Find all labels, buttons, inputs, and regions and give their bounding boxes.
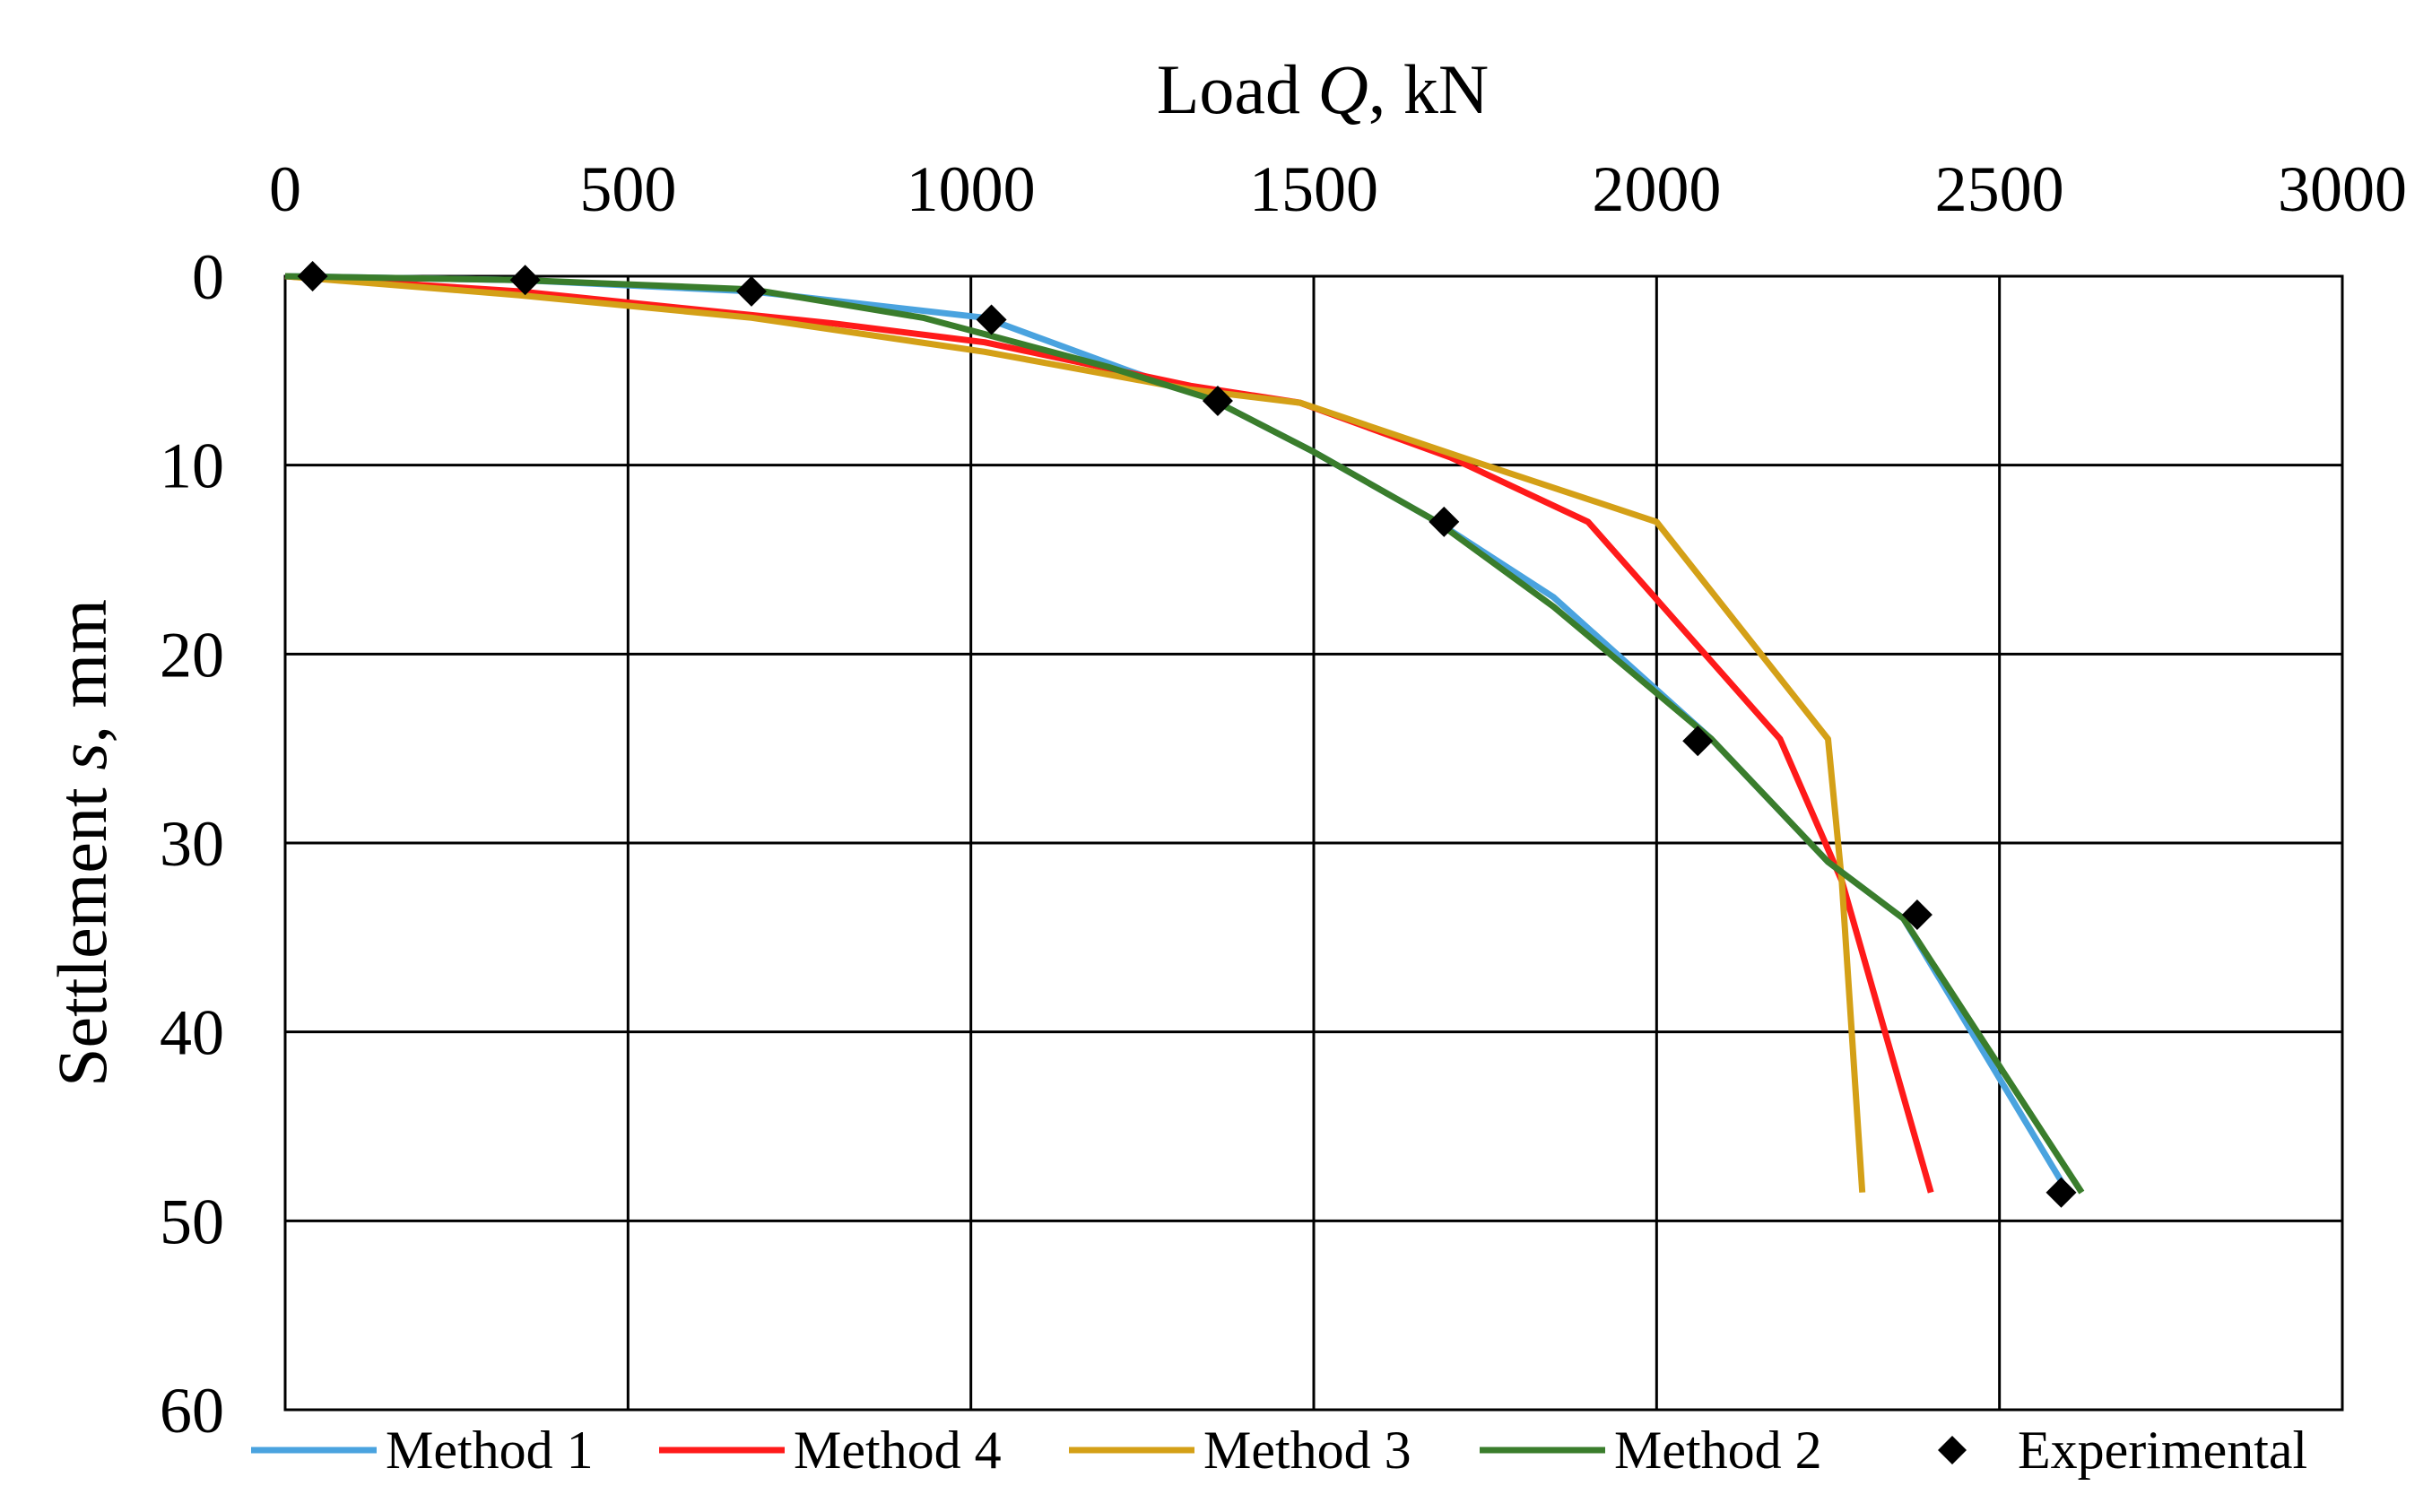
x-tick-label: 0 xyxy=(269,153,301,225)
y-tick-label: 0 xyxy=(192,241,224,313)
experimental-marker xyxy=(1682,726,1714,757)
y-tick-label: 60 xyxy=(160,1375,224,1447)
x-tick-labels: 0 500 1000 1500 2000 2500 3000 xyxy=(269,153,2407,225)
experimental-marker xyxy=(297,261,328,291)
experimental-marker xyxy=(1429,506,1460,537)
x-axis-title-prefix: Load xyxy=(1157,50,1318,128)
legend-label-method-3: Method 3 xyxy=(1203,1421,1411,1480)
y-axis-title: Settlement s, mm xyxy=(43,599,121,1087)
x-tick-label: 1000 xyxy=(907,153,1036,225)
y-axis-title-prefix: Settlement xyxy=(43,770,121,1087)
x-tick-label: 2500 xyxy=(1935,153,2064,225)
x-tick-label: 2000 xyxy=(1592,153,1721,225)
plot-border xyxy=(283,274,2344,1412)
y-tick-label: 30 xyxy=(160,808,224,880)
x-tick-label: 1500 xyxy=(1249,153,1378,225)
plot-frame xyxy=(283,274,2344,1412)
grid xyxy=(285,276,2342,1410)
experimental-marker xyxy=(1202,386,1233,417)
experimental-marker xyxy=(976,304,1007,335)
y-tick-label: 50 xyxy=(160,1186,224,1257)
experimental-marker xyxy=(2045,1177,2077,1208)
series-line-method-3 xyxy=(284,273,1866,1193)
y-tick-label: 10 xyxy=(160,430,224,502)
legend-label-method-1: Method 1 xyxy=(386,1421,594,1480)
experimental-marker xyxy=(509,265,541,296)
y-tick-label: 20 xyxy=(160,619,224,691)
y-axis-title-var: s xyxy=(43,743,121,769)
x-tick-label: 500 xyxy=(579,153,676,225)
y-axis-title-suffix: , mm xyxy=(43,599,121,743)
legend-label-experimental: Experimental xyxy=(2018,1421,2307,1480)
x-tick-label: 3000 xyxy=(2278,153,2407,225)
experimental-marker xyxy=(1901,899,1933,931)
x-axis-title-var: Q xyxy=(1318,50,1368,128)
series-layer xyxy=(284,261,2085,1208)
legend-swatch-experimental xyxy=(1938,1436,1967,1464)
legend: Method 1 Method 4 Method 3 Method 2 Experime… xyxy=(251,1421,2307,1480)
legend-label-method-2: Method 2 xyxy=(1614,1421,1822,1480)
legend-label-method-4: Method 4 xyxy=(794,1421,1002,1480)
x-axis-title-suffix: , kN xyxy=(1368,50,1489,128)
y-tick-label: 40 xyxy=(160,997,224,1069)
experimental-marker xyxy=(735,275,767,307)
x-axis-title: Load Q, kN xyxy=(1157,50,1489,128)
y-tick-labels: 0 10 20 30 40 50 60 xyxy=(160,241,224,1447)
